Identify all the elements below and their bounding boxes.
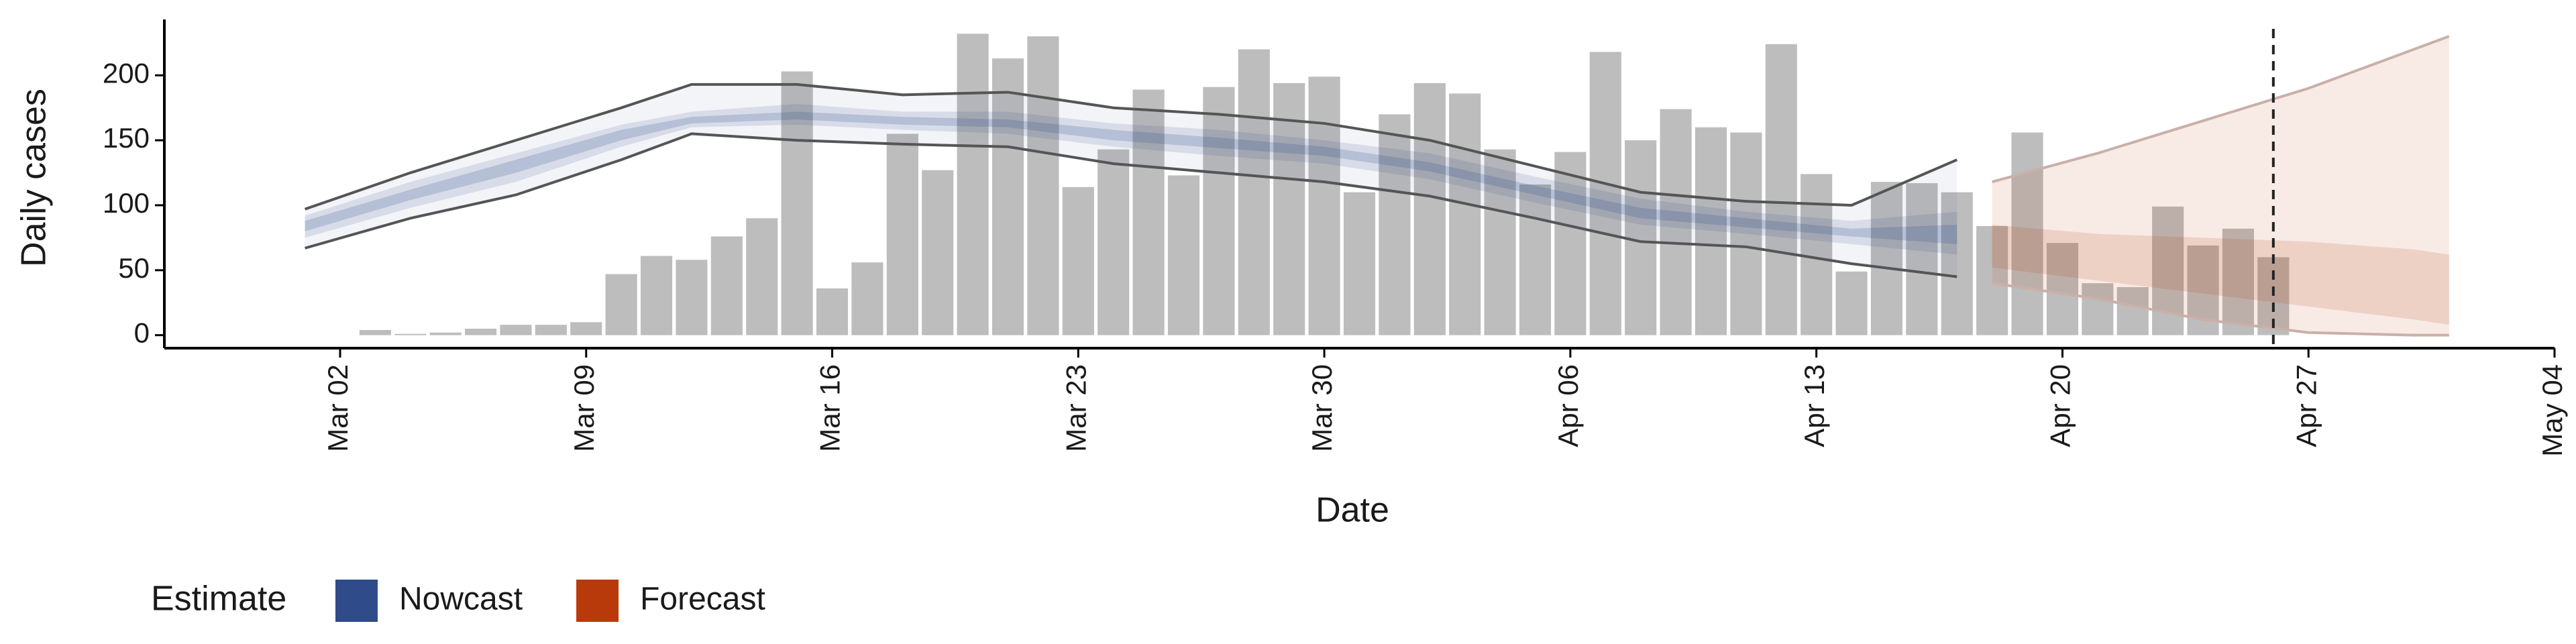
bar bbox=[1449, 93, 1481, 335]
bar bbox=[464, 328, 497, 335]
bar bbox=[1835, 271, 1868, 335]
x-tick-label: Apr 06 bbox=[1552, 364, 1584, 447]
bar bbox=[394, 333, 427, 335]
bar bbox=[640, 256, 673, 335]
bar bbox=[2116, 286, 2149, 335]
x-tick-label: Apr 13 bbox=[1799, 364, 1830, 447]
bar bbox=[1589, 52, 1621, 335]
bar bbox=[1660, 109, 1692, 335]
band-20 bbox=[305, 111, 1957, 245]
x-tick-label: Mar 30 bbox=[1306, 364, 1338, 452]
bar bbox=[1273, 83, 1305, 335]
bar bbox=[1308, 76, 1340, 335]
bar bbox=[1062, 186, 1094, 335]
y-axis-title: Daily cases bbox=[15, 89, 54, 267]
bar bbox=[922, 170, 954, 335]
lower-line bbox=[305, 132, 1957, 278]
bar bbox=[1097, 149, 1130, 335]
bar bbox=[1765, 44, 1797, 335]
bar bbox=[957, 34, 989, 335]
x-tick-label: May 04 bbox=[2536, 364, 2568, 457]
bar bbox=[851, 262, 883, 335]
legend-swatch bbox=[576, 580, 619, 622]
y-tick-label: 200 bbox=[103, 57, 150, 89]
bar bbox=[991, 58, 1024, 335]
bar bbox=[710, 236, 743, 335]
upper-line bbox=[304, 83, 1958, 211]
bar bbox=[1554, 152, 1587, 335]
band-90 bbox=[305, 84, 1957, 277]
y-tick-label: 0 bbox=[134, 317, 150, 349]
lower-line bbox=[1992, 282, 2449, 337]
bar bbox=[605, 274, 637, 335]
bar bbox=[429, 332, 462, 335]
bar bbox=[2082, 283, 2114, 335]
bar bbox=[1976, 225, 2008, 335]
bar bbox=[1027, 36, 1059, 335]
bar bbox=[570, 322, 602, 335]
bar bbox=[676, 260, 708, 335]
bar bbox=[1801, 174, 1833, 335]
x-tick-label: Apr 20 bbox=[2045, 364, 2076, 447]
legend-label: Forecast bbox=[640, 582, 765, 617]
bar bbox=[1132, 89, 1165, 335]
legend-label: Nowcast bbox=[399, 582, 523, 617]
x-axis-title: Date bbox=[1316, 491, 1389, 530]
band-90 bbox=[1992, 36, 2449, 335]
x-tick-label: Apr 27 bbox=[2290, 364, 2322, 447]
bar bbox=[1906, 183, 1938, 335]
bar bbox=[1519, 184, 1552, 335]
x-tick-label: Mar 16 bbox=[814, 364, 846, 452]
bar bbox=[2222, 228, 2255, 335]
bar bbox=[781, 71, 813, 335]
bar bbox=[359, 329, 391, 335]
y-tick-label: 150 bbox=[103, 122, 150, 154]
band-50 bbox=[305, 103, 1957, 255]
bar bbox=[1413, 83, 1446, 335]
bar bbox=[886, 133, 918, 335]
y-tick-label: 50 bbox=[118, 252, 150, 284]
bar bbox=[746, 218, 778, 335]
bar bbox=[1167, 175, 1200, 335]
bar bbox=[1379, 114, 1411, 335]
bar bbox=[500, 325, 532, 335]
y-tick-label: 100 bbox=[103, 187, 150, 219]
bar bbox=[1695, 127, 1727, 335]
bar bbox=[2046, 243, 2079, 335]
bar bbox=[816, 288, 849, 335]
bar bbox=[1343, 192, 1376, 335]
bar bbox=[1625, 140, 1657, 335]
x-tick-label: Mar 02 bbox=[322, 364, 354, 452]
bar bbox=[1730, 132, 1762, 335]
upper-line bbox=[1992, 35, 2450, 184]
legend-title: Estimate bbox=[151, 580, 286, 619]
band-50 bbox=[1992, 225, 2449, 325]
bar bbox=[1238, 49, 1270, 335]
bar bbox=[1203, 87, 1235, 335]
legend-swatch bbox=[335, 580, 378, 622]
bar bbox=[1870, 182, 1903, 335]
x-tick-label: Mar 09 bbox=[568, 364, 600, 452]
bar bbox=[2011, 132, 2043, 335]
bar bbox=[535, 325, 567, 335]
bar bbox=[1941, 192, 1973, 335]
bar bbox=[1484, 149, 1516, 335]
x-tick-label: Mar 23 bbox=[1060, 364, 1091, 452]
